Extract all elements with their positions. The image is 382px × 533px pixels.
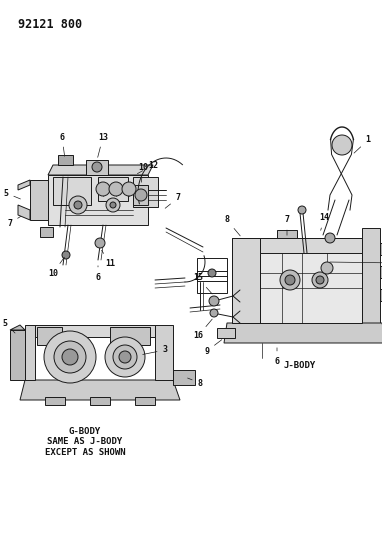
Circle shape [110, 202, 116, 208]
Circle shape [298, 206, 306, 214]
Circle shape [54, 341, 86, 373]
Circle shape [62, 251, 70, 259]
Polygon shape [48, 165, 153, 175]
Text: 3: 3 [143, 345, 167, 354]
Bar [45, 397, 65, 405]
Bar [380, 289, 382, 301]
Circle shape [74, 201, 82, 209]
Polygon shape [10, 325, 25, 330]
Bar [380, 266, 382, 278]
Circle shape [106, 198, 120, 212]
Text: 5: 5 [3, 189, 20, 199]
Text: 8: 8 [188, 378, 202, 387]
Polygon shape [25, 325, 35, 380]
Circle shape [321, 262, 333, 274]
Bar [90, 397, 110, 405]
Text: 10: 10 [138, 163, 148, 182]
Text: 12: 12 [138, 160, 158, 174]
Polygon shape [40, 227, 53, 237]
Text: 16: 16 [193, 319, 212, 341]
Text: 11: 11 [102, 251, 115, 268]
Text: 6: 6 [96, 266, 100, 281]
Text: 6: 6 [60, 133, 65, 156]
Circle shape [332, 135, 352, 155]
Text: 7: 7 [165, 193, 181, 208]
Text: 5: 5 [3, 319, 15, 333]
Text: 1: 1 [354, 135, 371, 153]
Circle shape [96, 182, 110, 196]
Polygon shape [232, 238, 260, 323]
Text: 6: 6 [275, 348, 280, 366]
Bar [217, 328, 235, 338]
Circle shape [210, 309, 218, 317]
Text: 9: 9 [204, 340, 222, 356]
Bar [133, 177, 158, 207]
Circle shape [109, 182, 123, 196]
Text: 2: 2 [0, 532, 1, 533]
Circle shape [119, 351, 131, 363]
Circle shape [44, 331, 96, 383]
Bar [110, 327, 150, 345]
Circle shape [92, 162, 102, 172]
Text: 15: 15 [193, 273, 212, 294]
Polygon shape [155, 325, 173, 380]
Text: 8: 8 [225, 215, 240, 236]
Text: 13: 13 [98, 133, 108, 157]
Circle shape [113, 345, 137, 369]
Circle shape [285, 275, 295, 285]
Text: 92121 800: 92121 800 [18, 18, 82, 31]
Text: 3: 3 [0, 532, 1, 533]
Polygon shape [18, 205, 30, 220]
Text: 7: 7 [285, 215, 290, 235]
Polygon shape [224, 323, 382, 343]
Polygon shape [18, 180, 30, 190]
Bar [98, 177, 128, 201]
Circle shape [208, 269, 216, 277]
Circle shape [280, 270, 300, 290]
Text: 7: 7 [8, 216, 21, 228]
Polygon shape [35, 325, 155, 337]
Bar [135, 397, 155, 405]
Bar [133, 185, 148, 205]
Text: J-BODY: J-BODY [284, 360, 316, 369]
Polygon shape [10, 330, 25, 380]
Polygon shape [20, 380, 180, 400]
Circle shape [122, 182, 136, 196]
Circle shape [95, 238, 105, 248]
Text: 5: 5 [330, 259, 382, 268]
Polygon shape [58, 155, 73, 165]
Bar [173, 370, 195, 385]
Text: 4: 4 [0, 532, 1, 533]
Polygon shape [260, 238, 362, 253]
Circle shape [209, 296, 219, 306]
Bar [86, 160, 108, 175]
Circle shape [316, 276, 324, 284]
Polygon shape [48, 175, 148, 225]
Bar [380, 243, 382, 255]
Text: G-BODY
SAME AS J-BODY
EXCEPT AS SHOWN: G-BODY SAME AS J-BODY EXCEPT AS SHOWN [45, 427, 125, 457]
Circle shape [105, 337, 145, 377]
Circle shape [69, 196, 87, 214]
Circle shape [312, 272, 328, 288]
Circle shape [62, 349, 78, 365]
Polygon shape [30, 180, 48, 220]
Bar [53, 177, 91, 205]
Circle shape [325, 233, 335, 243]
Text: 10: 10 [48, 257, 65, 278]
Polygon shape [277, 230, 297, 238]
Circle shape [135, 189, 147, 201]
Polygon shape [362, 228, 380, 333]
Bar [37, 327, 62, 345]
Polygon shape [232, 238, 362, 323]
Text: 14: 14 [319, 214, 329, 230]
